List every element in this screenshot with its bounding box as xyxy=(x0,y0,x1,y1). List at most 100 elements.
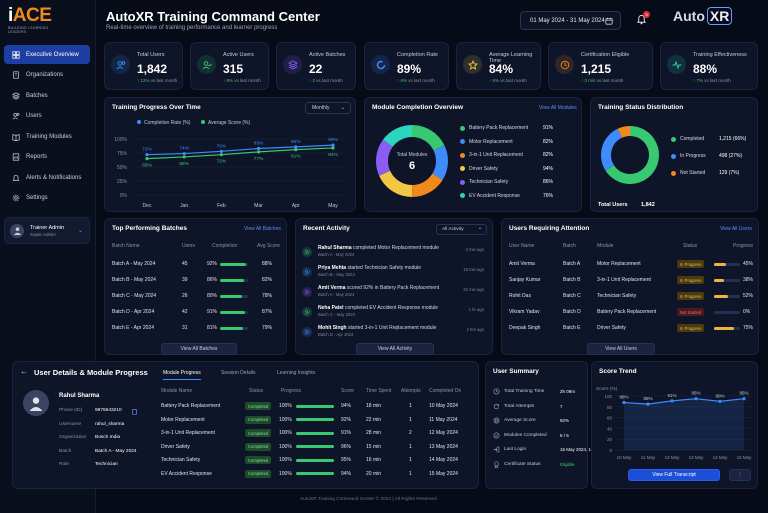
nav-icon-wrap xyxy=(11,194,20,203)
time-spent: 16 min xyxy=(366,457,382,463)
column-header: User Name xyxy=(509,243,535,249)
sidebar-item-executive-overview[interactable]: Executive Overview xyxy=(4,45,90,64)
stat-card-active-batches[interactable]: Active Batches 22 ↑ 2 vs last month xyxy=(276,42,356,90)
series-line xyxy=(146,144,334,156)
y-tick-label: 60 xyxy=(607,416,613,421)
logo[interactable]: iACE BUILDING LEARNING LEADERS xyxy=(8,5,64,35)
x-tick-label: Mar xyxy=(254,203,263,209)
sidebar-item-training-modules[interactable]: Training Modules xyxy=(4,127,90,146)
tab-module-progress[interactable]: Module Progress xyxy=(163,370,201,380)
field-label: Batch xyxy=(59,448,72,454)
table-row[interactable]: Rohit Das Batch C Technician Safety In Prog… xyxy=(509,292,755,305)
view-all-batches-button[interactable]: View All Batches xyxy=(161,343,237,355)
refresh-icon xyxy=(493,403,499,409)
progress-cell: 52% xyxy=(743,293,754,299)
table-row[interactable]: Technician Safety Completed 100% 95% 16 min 1… xyxy=(161,456,473,469)
tab-learning-insights[interactable]: Learning Insights xyxy=(277,370,316,376)
stat-delta-value: 8% xyxy=(226,78,234,83)
legend-value: 76% xyxy=(543,192,554,199)
activity-item[interactable]: Rahul Sharma completed Motor Replacement… xyxy=(302,245,484,265)
x-tick-label: 15 May xyxy=(737,455,753,460)
top-batches-card: Top Performing Batches View All Batches … xyxy=(104,218,287,355)
column-header: Time Spent xyxy=(366,388,392,394)
stat-delta: ↑ 6% vs last month xyxy=(397,78,435,83)
column-header: Users xyxy=(182,243,196,249)
status-badge: In Progress xyxy=(677,276,705,284)
table-row[interactable]: Deepak Singh Batch E Driver Safety In Progr… xyxy=(509,324,755,337)
stat-card-average-learning-time[interactable]: Average Learning Time 84% ↑ 5% vs last mon… xyxy=(456,42,541,90)
table-row[interactable]: Battery Pack Replacement Completed 100% 94%… xyxy=(161,402,473,415)
sidebar-item-batches[interactable]: Batches xyxy=(4,86,90,105)
y-tick-label: 40 xyxy=(607,426,613,431)
stat-card-certification-eligible[interactable]: Certification Eligible 1,215 ↑ 3 min vs la… xyxy=(548,42,653,90)
column-header: Avg Score xyxy=(257,243,280,249)
stat-label: Total Users xyxy=(137,52,165,58)
data-point xyxy=(331,143,335,147)
view-all-users-button[interactable]: View All Users xyxy=(587,343,655,355)
table-row[interactable]: Vikram Yadav Batch D Battery Pack Replacem… xyxy=(509,308,755,321)
batch-cell: Batch E xyxy=(563,325,581,331)
stat-card-completion-rate[interactable]: Completion Rate 89% ↑ 6% vs last month xyxy=(364,42,449,90)
batch-name: Batch D - Apr 2024 xyxy=(112,309,155,315)
table-row[interactable]: Batch C - May 2024 26 80% 78% xyxy=(112,293,282,305)
user-check-icon xyxy=(202,60,212,69)
nav-icon-wrap xyxy=(11,91,20,100)
table-row[interactable]: Batch B - May 2024 39 86% 82% xyxy=(112,277,282,289)
copy-icon[interactable] xyxy=(131,408,138,415)
data-label: 83% xyxy=(254,141,264,147)
activity-item[interactable]: Priya Mehta started Technician Safety mo… xyxy=(302,265,484,285)
logo-tagline: BUILDING LEARNING LEADERS xyxy=(8,26,49,34)
date-range-picker[interactable]: 01 May 2024 - 31 May 2024 xyxy=(520,11,621,30)
field-value: Bosch India xyxy=(95,435,121,440)
column-header: Progress xyxy=(733,243,754,249)
activity-item[interactable]: Amit Verma scored 92% in Battery Pack Re… xyxy=(302,285,484,305)
stat-delta-suffix: vs last month xyxy=(316,78,343,83)
table-row[interactable]: Sanjay Kumar Batch B 3-in-1 Unit Replaceme… xyxy=(509,276,755,289)
back-arrow-icon[interactable]: ← xyxy=(20,367,28,376)
stat-delta: ↑ 3 min vs last month xyxy=(581,78,623,83)
table-row[interactable]: 3-in-1 Unit Replacement Completed 100% 91% 2… xyxy=(161,429,473,442)
table-row[interactable]: EV Accident Response Completed 100% 94% 20 m… xyxy=(161,469,473,483)
module-slice xyxy=(411,173,443,197)
legend-dot xyxy=(460,179,465,185)
view-all-batches-link[interactable]: View All Batches xyxy=(244,226,281,232)
user-details-card: ← User Details & Module Progress Module … xyxy=(12,361,479,489)
table-row[interactable]: Batch D - Apr 2024 42 91% 87% xyxy=(112,309,282,321)
view-all-modules-link[interactable]: View All Modules xyxy=(539,105,577,111)
sidebar-nav: Executive Overview Organizations Batches Us… xyxy=(4,45,90,209)
x-tick-label: 12 May xyxy=(665,455,681,460)
sidebar-item-users[interactable]: Users xyxy=(4,107,90,126)
stat-card-training-effectiveness[interactable]: Training Effectiveness 88% ↑ 7% vs last mo… xyxy=(660,42,758,90)
view-full-transcript-button[interactable]: View Full Transcript xyxy=(628,469,720,481)
sidebar-item-alerts-notifications[interactable]: Alerts & Notifications xyxy=(4,168,90,187)
sidebar-item-reports[interactable]: Reports xyxy=(4,148,90,167)
legend-label: EV Accident Response xyxy=(469,192,520,199)
period-select[interactable]: Monthly ⌄ xyxy=(305,102,351,114)
more-options-button[interactable]: ⋮ xyxy=(729,469,751,481)
progress-cell: 0% xyxy=(743,309,751,315)
logo-i: i xyxy=(8,5,13,26)
table-row[interactable]: Batch A - May 2024 45 92% 88% xyxy=(112,261,282,273)
activity-item[interactable]: Mohit Singh started 3-in-1 Unit Replacem… xyxy=(302,325,484,345)
stat-card-active-users[interactable]: Active Users 315 ↑ 8% vs last month xyxy=(190,42,269,90)
series-line xyxy=(146,147,334,160)
table-row[interactable]: Motor Replacement Completed 100% 92% 22 min 1… xyxy=(161,415,473,429)
sidebar-item-organizations[interactable]: Organizations xyxy=(4,66,90,85)
x-tick-label: 13 May xyxy=(689,455,705,460)
view-all-activity-button[interactable]: View All Activity xyxy=(356,343,434,355)
summary-value: 2h 09m xyxy=(560,389,576,394)
activity-item[interactable]: Neha Patel completed EV Accident Respons… xyxy=(302,305,484,325)
table-row[interactable]: Amit Verma Batch A Motor Replacement In Pro… xyxy=(509,260,755,273)
chevron-down-icon[interactable]: ⌄ xyxy=(77,228,83,234)
table-row[interactable]: Batch E - Apr 2024 31 81% 79% xyxy=(112,325,282,337)
sidebar-item-settings[interactable]: Settings xyxy=(4,189,90,208)
table-row[interactable]: Driver Safety Completed 100% 96% 15 min 1 13 M… xyxy=(161,442,473,456)
stat-icon-wrap xyxy=(197,55,216,74)
tab-session-details[interactable]: Session Details xyxy=(221,370,256,376)
activity-filter-select[interactable]: All Activity ⌄ xyxy=(436,224,487,235)
profile-card[interactable]: Trainer Admin Super Admin ⌄ xyxy=(4,217,90,244)
module-legend-item: Motor Replacement 82% xyxy=(460,139,575,145)
stat-card-total-users[interactable]: Total Users 1,842 ↑ 12% vs last month xyxy=(104,42,183,90)
view-all-users-link[interactable]: View All Users xyxy=(720,226,752,232)
module-name: Driver Safety xyxy=(161,443,190,450)
